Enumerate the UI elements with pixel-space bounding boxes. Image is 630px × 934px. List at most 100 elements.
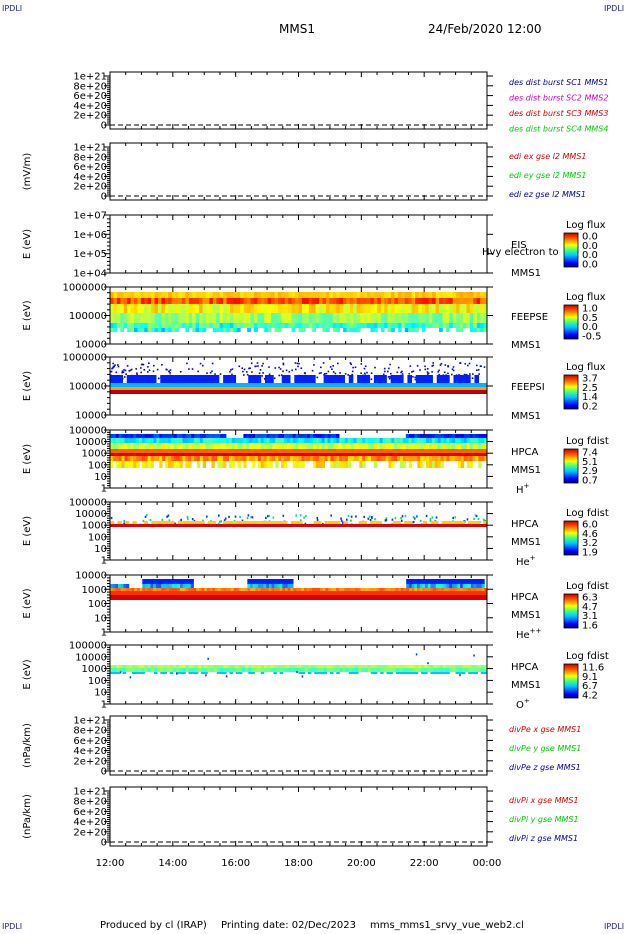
colorbar-title: Log flux — [566, 220, 606, 231]
y-tick-label: 10000 — [75, 509, 107, 520]
footer-file: mms_mms1_srvy_vue_web2.cl — [370, 920, 524, 931]
y-tick-label: 1e+21 — [73, 143, 107, 154]
y-tick-label: 1e+21 — [73, 716, 107, 727]
footer-printed: Printing date: 02/Dec/2023 — [221, 920, 357, 931]
corner-label-bottom-left: IPDLI — [2, 922, 23, 931]
colorbar-tick-label: 1.9 — [582, 548, 598, 559]
y-axis-label: (mV/m) — [22, 153, 33, 191]
x-tick-label: 16:00 — [221, 858, 250, 869]
y-tick-label: 1e+21 — [73, 72, 107, 83]
legend-entry: divPe y gse MMS1 — [509, 744, 581, 753]
panel-frame — [109, 214, 488, 274]
panel-5: 1000000 100000 10000 E (eV) FEEPSI MMS1 Log fl… — [22, 353, 606, 423]
y-tick-label: 1e+07 — [73, 211, 107, 222]
colorbar-tick-label: 5.1 — [582, 457, 598, 468]
panel-3: Hvy electron to 1e+07 1e+06 1e+05 1e+04 E (eV… — [22, 211, 606, 280]
instrument-label: FEEPSI — [511, 382, 545, 393]
colorbar-tick-label: 9.1 — [582, 672, 598, 683]
y-tick-label: 100 — [88, 460, 107, 471]
header-spacecraft: MMS1 — [279, 22, 315, 36]
panel-frame — [109, 715, 488, 776]
y-tick-label: 4e+20 — [73, 746, 107, 757]
y-tick-label: 1 — [101, 700, 107, 711]
y-tick-label: 1000 — [82, 449, 107, 460]
y-tick-label: 1e+06 — [73, 230, 107, 241]
instrument-label: HPCA — [511, 447, 539, 458]
y-tick-label: 2e+20 — [73, 111, 107, 122]
y-tick-label: 100000 — [69, 426, 107, 437]
y-tick-label: 1 — [101, 556, 107, 567]
x-tick-label: 00:00 — [473, 858, 502, 869]
colorbar-tick-label: 11.6 — [582, 663, 604, 674]
y-tick-label: 2e+20 — [73, 756, 107, 767]
legend-entry: divPi z gse MMS1 — [509, 834, 578, 843]
y-axis-label: E (eV) — [22, 444, 33, 474]
y-tick-label: 2e+20 — [73, 182, 107, 193]
y-axis-label: E (eV) — [22, 588, 33, 618]
x-tick-label: 18:00 — [284, 858, 313, 869]
y-tick-label: 6e+20 — [73, 807, 107, 818]
colorbar-tick-label: 0.0 — [582, 241, 598, 252]
y-tick-label: 10000 — [75, 340, 107, 351]
y-tick-label: 100000 — [69, 311, 107, 322]
y-axis-label: E (eV) — [22, 300, 33, 330]
panel-frame — [109, 501, 488, 561]
y-tick-label: 1000 — [82, 585, 107, 596]
y-tick-label: 1 — [101, 628, 107, 639]
colorbar-tick-label: 2.5 — [582, 383, 598, 394]
colorbar — [563, 374, 579, 410]
footer-produced: Produced by cl (IRAP) — [100, 920, 207, 931]
colorbar-tick-label: 6.0 — [582, 520, 598, 531]
y-axis-label: E (eV) — [22, 516, 33, 546]
colorbar-tick-label: 3.1 — [582, 611, 598, 622]
y-tick-label: 100000 — [69, 498, 107, 509]
legend-entry: edi ey gse l2 MMS1 — [509, 171, 587, 180]
colorbar-tick-label: 0.7 — [582, 476, 598, 487]
y-tick-label: 8e+20 — [73, 797, 107, 808]
instrument-label: MMS1 — [511, 537, 541, 548]
y-tick-label: 8e+20 — [73, 81, 107, 92]
y-tick-label: 1e+05 — [73, 249, 107, 260]
colorbar-title: Log flux — [566, 292, 606, 303]
colorbar-tick-label: 1.4 — [582, 392, 598, 403]
y-tick-label: 100000 — [69, 641, 107, 652]
y-axis-label: (nPa/km) — [22, 794, 33, 839]
y-tick-label: 1e+04 — [73, 269, 107, 280]
colorbar-title: Log fdist — [566, 436, 609, 447]
legend-entry: edi ex gse l2 MMS1 — [509, 152, 587, 161]
y-tick-label: 1000 — [82, 664, 107, 675]
colorbar-tick-label: 1.6 — [582, 621, 598, 632]
y-tick-label: 0 — [101, 121, 107, 132]
colorbar — [563, 593, 579, 629]
colorbar-title: Log fdist — [566, 508, 609, 519]
colorbar-tick-label: 4.7 — [582, 602, 598, 613]
colorbar-tick-label: 2.9 — [582, 466, 598, 477]
colorbar-tick-label: 7.4 — [582, 448, 598, 459]
colorbar-title: Log flux — [566, 362, 606, 373]
y-tick-label: 2e+20 — [73, 827, 107, 838]
y-tick-label: 4e+20 — [73, 172, 107, 183]
legend-entry: des dist burst SC3 MMS3 — [509, 109, 608, 118]
y-tick-label: 10000 — [75, 411, 107, 422]
instrument-label: MMS1 — [511, 411, 541, 422]
colorbar — [563, 663, 579, 699]
instrument-label: HPCA — [511, 592, 539, 603]
y-tick-label: 4e+20 — [73, 817, 107, 828]
instrument-label: FEEPSE — [511, 312, 548, 323]
y-tick-label: 0 — [101, 192, 107, 203]
corner-label-top-right: IPDLI — [604, 4, 625, 13]
y-tick-label: 8e+20 — [73, 152, 107, 163]
colorbar — [563, 304, 579, 340]
legend-entry: des dist burst SC4 MMS4 — [509, 125, 608, 134]
legend-entry: divPi y gse MMS1 — [509, 815, 579, 824]
panel-frame — [109, 786, 488, 847]
legend-entry: divPe z gse MMS1 — [509, 763, 581, 772]
y-tick-label: 100 — [88, 676, 107, 687]
y-tick-label: 10 — [94, 544, 107, 555]
instrument-label: MMS1 — [511, 465, 541, 476]
y-tick-label: 100 — [88, 532, 107, 543]
y-tick-label: 100 — [88, 599, 107, 610]
